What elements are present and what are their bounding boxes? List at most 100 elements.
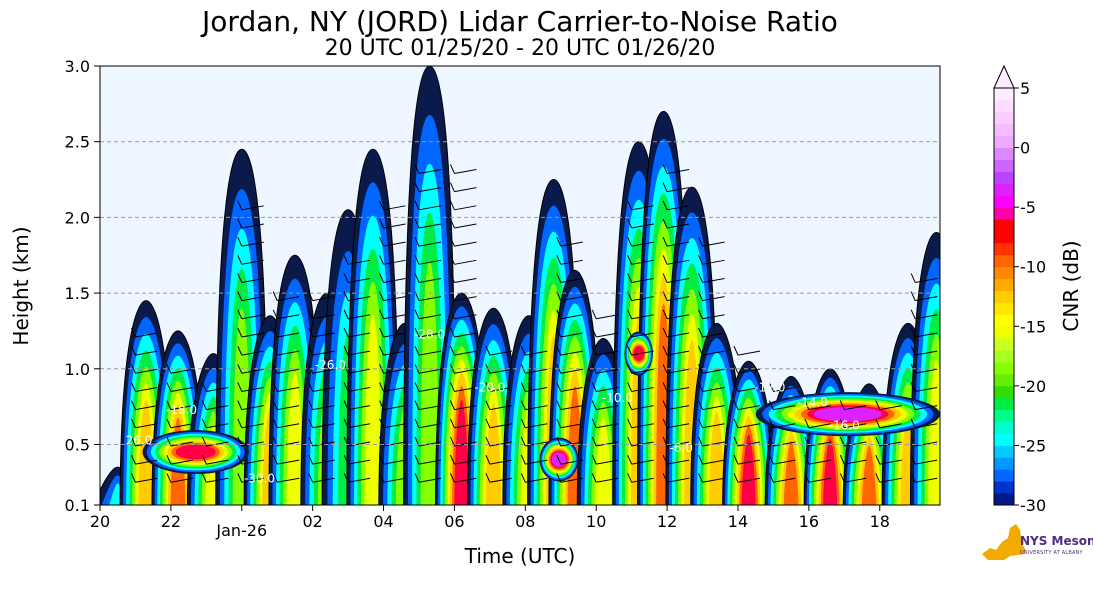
wind-barb	[839, 454, 867, 465]
colorbar-swatch	[994, 385, 1014, 399]
y-tick-label: 2.0	[65, 208, 90, 227]
colorbar-swatch	[994, 219, 1014, 232]
colorbar-swatch	[994, 290, 1014, 303]
wind-barb	[910, 273, 938, 283]
chart-subtitle: 20 UTC 01/25/20 - 20 UTC 01/26/20	[324, 36, 716, 61]
wind-barb	[556, 454, 583, 465]
colorbar-swatch	[994, 481, 1014, 494]
wind-barb	[130, 364, 158, 374]
ny-state-shape-icon	[982, 524, 1026, 560]
wind-barb	[662, 382, 690, 392]
wind-barb	[839, 473, 867, 483]
wind-barb	[166, 454, 193, 465]
wind-barb	[485, 400, 512, 411]
wind-barb	[379, 400, 406, 411]
chart-title: Jordan, NY (JORD) Lidar Carrier-to-Noise…	[202, 5, 838, 38]
wind-barb	[449, 382, 477, 392]
wind-barb	[662, 200, 690, 211]
x-tick-label: 08	[515, 512, 535, 531]
wind-barb	[237, 236, 264, 247]
cnr-band-0	[142, 430, 249, 475]
x-tick-label: 04	[373, 512, 393, 531]
contour-label: 26.0	[126, 433, 153, 447]
wind-barb	[379, 418, 406, 429]
wind-barb	[733, 454, 761, 465]
x-axis-label: Time (UTC)	[464, 544, 576, 568]
wind-barb	[414, 382, 442, 392]
colorbar-swatch	[994, 99, 1014, 113]
wind-barb	[768, 382, 796, 392]
wind-barb	[237, 255, 264, 265]
colorbar-swatch	[994, 147, 1014, 160]
wind-barb	[556, 309, 583, 320]
wind-barb	[272, 473, 300, 483]
wind-barb	[768, 418, 796, 429]
colorbar-swatch	[994, 314, 1014, 327]
wind-barb	[591, 382, 619, 392]
wind-barb	[272, 345, 300, 356]
wind-barb	[130, 418, 158, 429]
wind-barb	[130, 382, 158, 392]
wind-barb	[308, 418, 335, 429]
wind-barbs	[130, 164, 938, 483]
wind-barb	[166, 400, 193, 411]
wind-barb	[556, 327, 583, 338]
wind-barb	[272, 291, 300, 302]
wind-barb	[627, 400, 654, 411]
wind-barb	[733, 473, 761, 483]
wind-barb	[627, 473, 654, 483]
wind-barb	[414, 236, 442, 247]
wind-barb	[272, 454, 300, 465]
wind-barb	[591, 309, 619, 320]
wind-barb	[237, 218, 264, 229]
colorbar-swatch	[994, 302, 1014, 315]
wind-barb	[591, 473, 619, 483]
wind-barb	[768, 400, 796, 411]
wind-barb	[556, 255, 583, 265]
wind-barb	[166, 382, 193, 392]
wind-barb	[662, 327, 690, 338]
wind-barb	[698, 364, 725, 374]
nys-mesonet-logo: NYS Mesonet UNIVERSITY AT ALBANY	[980, 520, 1093, 568]
wind-barb	[910, 454, 938, 465]
contour-label: -10.0	[602, 391, 633, 405]
wind-barb	[627, 382, 654, 392]
colorbar-swatch	[994, 409, 1014, 422]
grid-lines	[100, 141, 940, 445]
wind-barb	[272, 382, 300, 392]
colorbar-tick-label: -20	[1020, 377, 1046, 396]
logo-subtext: UNIVERSITY AT ALBANY	[1020, 550, 1083, 556]
wind-barb	[698, 309, 725, 320]
colorbar-tick-label: -30	[1020, 496, 1046, 515]
wind-barb	[627, 364, 654, 374]
colorbar-swatch	[994, 278, 1014, 291]
wind-barb	[768, 454, 796, 465]
wind-barb	[237, 327, 264, 338]
wind-barb	[662, 454, 690, 465]
wind-barb	[343, 309, 371, 320]
colorbar-swatch	[994, 207, 1014, 220]
wind-barb	[237, 364, 264, 374]
cnr-band-level--3	[813, 407, 882, 422]
wind-barb	[379, 382, 406, 392]
wind-barb	[698, 345, 725, 356]
wind-barb	[379, 473, 406, 483]
wind-barb	[627, 218, 654, 229]
colorbar-swatch	[994, 88, 1014, 101]
colorbar-swatch	[994, 266, 1014, 280]
wind-barb	[698, 236, 725, 247]
contour-label: -30.0	[244, 471, 275, 485]
wind-barb	[662, 309, 690, 320]
wind-barb	[662, 255, 690, 265]
wind-barb	[520, 382, 548, 392]
wind-barb	[308, 382, 335, 392]
wind-barb	[272, 418, 300, 429]
colorbar-swatch	[994, 195, 1014, 208]
wind-barb	[698, 382, 725, 392]
contour-label: -14.0	[797, 396, 828, 410]
wind-barb	[485, 345, 512, 356]
wind-barb	[591, 327, 619, 338]
wind-barb	[414, 164, 442, 174]
colorbar-swatch	[994, 421, 1014, 434]
wind-barb	[130, 327, 158, 338]
